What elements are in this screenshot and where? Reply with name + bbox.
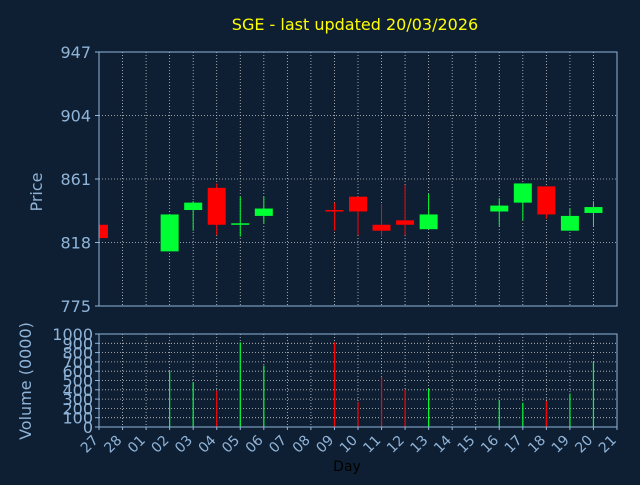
candle-body [372,224,391,231]
day-tick-label: 01 [125,433,149,457]
candle [490,198,509,227]
day-axis-label: Day [333,459,361,475]
volume-bars [169,342,595,427]
day-tick-label: 05 [219,433,243,457]
candle [537,186,556,219]
volume-tick-label: 700 [62,353,93,372]
candle [160,214,179,252]
day-tick-label: 02 [149,433,173,457]
candle [349,196,367,236]
volume-tick-label: 100 [62,409,93,428]
volume-tick-label: 600 [62,362,93,381]
candle-body [513,183,532,203]
day-tick-label: 19 [549,433,573,457]
price-axis-label: Price [27,172,46,211]
candle [325,202,344,231]
volume-tick-label: 0 [83,418,93,437]
volume-tick-label: 500 [62,372,93,391]
price-candles [98,183,603,252]
candle [207,183,226,236]
day-tick-label: 11 [360,433,384,457]
day-tick-label: 06 [243,432,267,456]
day-tick-label: 17 [502,433,526,457]
day-tick-label: 03 [172,433,196,457]
volume-tick-label: 800 [62,344,93,363]
candle-body [396,220,415,225]
price-tick-label: 818 [60,234,91,253]
candle-body [584,207,603,213]
price-axis: 775 818 861 904 947 [60,43,99,316]
day-tick-label: 16 [478,432,502,456]
candle-body [349,196,367,212]
candle [560,208,579,231]
candle [184,201,203,231]
candle-body [419,214,438,230]
price-panel-frame [98,51,618,307]
candle [419,193,438,230]
day-tick-label: 15 [455,433,479,457]
candle-body [537,186,556,215]
day-tick-label: 27 [78,433,102,457]
candle [584,201,603,227]
volume-tick-label: 200 [62,399,93,418]
day-tick-label: 20 [572,433,596,457]
candle-body [490,205,509,212]
candle-body [325,210,344,212]
candle-body [99,224,108,239]
candle-body [160,214,179,252]
price-tick-label: 904 [60,107,91,126]
candle-body [254,208,273,216]
candle [396,184,415,236]
day-tick-label: 08 [290,433,314,457]
candle-body [184,202,203,211]
candle-body [560,215,579,231]
day-tick-label: 21 [596,433,620,457]
volume-tick-label: 900 [62,334,93,353]
day-tick-label: 07 [266,433,290,457]
price-tick-label: 775 [60,297,91,316]
day-tick-label: 14 [431,432,455,456]
candle [98,224,108,239]
volume-axis-label: Volume (0000) [16,322,35,440]
candle-body [231,223,250,225]
day-tick-label: 09 [313,433,337,457]
volume-tick-label: 400 [62,381,93,400]
day-tick-label: 18 [525,433,549,457]
price-tick-label: 947 [60,43,91,62]
day-tick-label: 12 [384,433,408,457]
candle [254,196,273,224]
day-tick-label: 04 [196,432,220,456]
volume-tick-label: 300 [62,390,93,409]
candle [513,183,532,221]
day-tick-label: 13 [408,433,432,457]
day-tick-label: 10 [337,433,361,457]
day-tick-label: 28 [101,433,125,457]
price-tick-label: 861 [60,170,91,189]
volume-tick-label: 1000 [52,325,93,344]
candle [372,204,391,237]
price-gridlines [98,51,618,307]
candle [231,196,250,237]
day-axis: 27 28 01 02 03 04 05 06 07 08 09 10 11 12 13 14 15 16 17 18… [78,427,620,456]
chart-title: SGE - last updated 20/03/2026 [232,15,478,34]
candle-body [207,187,226,225]
